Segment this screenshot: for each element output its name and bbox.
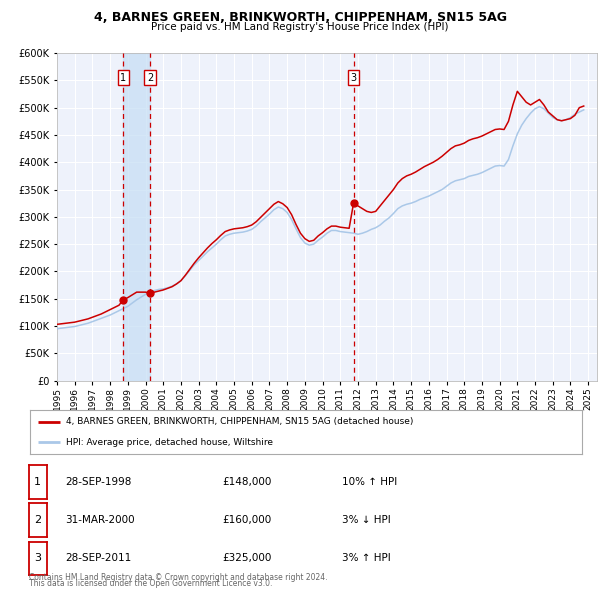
Text: 1: 1 (34, 477, 41, 487)
Text: 2: 2 (34, 515, 41, 525)
Text: 4, BARNES GREEN, BRINKWORTH, CHIPPENHAM, SN15 5AG (detached house): 4, BARNES GREEN, BRINKWORTH, CHIPPENHAM,… (66, 418, 413, 427)
Text: 2: 2 (147, 73, 153, 83)
Text: 3% ↓ HPI: 3% ↓ HPI (342, 515, 391, 525)
Text: This data is licensed under the Open Government Licence v3.0.: This data is licensed under the Open Gov… (29, 579, 272, 588)
Text: Contains HM Land Registry data © Crown copyright and database right 2024.: Contains HM Land Registry data © Crown c… (29, 573, 328, 582)
Text: 3% ↑ HPI: 3% ↑ HPI (342, 553, 391, 563)
Text: £148,000: £148,000 (222, 477, 271, 487)
Bar (124, 53, 150, 381)
Text: HPI: Average price, detached house, Wiltshire: HPI: Average price, detached house, Wilt… (66, 438, 273, 447)
Text: 4, BARNES GREEN, BRINKWORTH, CHIPPENHAM, SN15 5AG: 4, BARNES GREEN, BRINKWORTH, CHIPPENHAM,… (94, 11, 506, 24)
Text: 28-SEP-1998: 28-SEP-1998 (65, 477, 131, 487)
Text: £160,000: £160,000 (222, 515, 271, 525)
Text: 1: 1 (121, 73, 127, 83)
Text: Price paid vs. HM Land Registry's House Price Index (HPI): Price paid vs. HM Land Registry's House … (151, 22, 449, 32)
Text: 10% ↑ HPI: 10% ↑ HPI (342, 477, 397, 487)
Text: £325,000: £325,000 (222, 553, 271, 563)
Text: 31-MAR-2000: 31-MAR-2000 (65, 515, 134, 525)
Text: 3: 3 (350, 73, 356, 83)
Text: 28-SEP-2011: 28-SEP-2011 (65, 553, 131, 563)
Text: 3: 3 (34, 553, 41, 563)
